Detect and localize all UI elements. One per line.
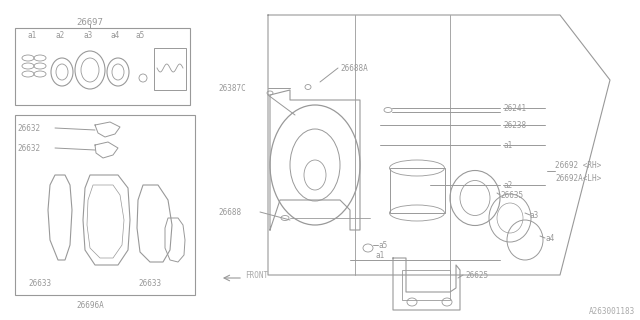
Text: 26632: 26632 [17, 143, 40, 153]
Text: a3: a3 [83, 30, 93, 39]
Text: 26633: 26633 [28, 278, 51, 287]
Text: 26692A<LH>: 26692A<LH> [555, 173, 601, 182]
Text: a1: a1 [503, 140, 512, 149]
Text: a1: a1 [28, 30, 36, 39]
Text: 26625: 26625 [465, 270, 488, 279]
Text: 26632: 26632 [17, 124, 40, 132]
Text: 26387C: 26387C [218, 84, 246, 92]
Text: a2: a2 [56, 30, 65, 39]
Text: 26635: 26635 [500, 190, 523, 199]
Text: a4: a4 [545, 234, 554, 243]
Text: 26238: 26238 [503, 121, 526, 130]
Text: 26241: 26241 [503, 103, 526, 113]
Bar [390, 168, 445, 213]
Text: 26692 <RH>: 26692 <RH> [555, 161, 601, 170]
Bar [402, 270, 450, 300]
Text: a1: a1 [375, 251, 384, 260]
Text: 26688: 26688 [218, 207, 241, 217]
Text: FRONT: FRONT [245, 270, 268, 279]
Text: a5: a5 [378, 241, 387, 250]
Text: 26633: 26633 [138, 278, 161, 287]
Text: a2: a2 [503, 180, 512, 189]
Bar [154, 48, 186, 90]
Text: 26688A: 26688A [340, 63, 368, 73]
Text: 26696A: 26696A [76, 300, 104, 309]
Text: a3: a3 [530, 211, 540, 220]
Bar [15, 28, 190, 105]
Text: A263001183: A263001183 [589, 308, 635, 316]
Text: a4: a4 [110, 30, 120, 39]
Bar [15, 115, 195, 295]
Text: a5: a5 [136, 30, 145, 39]
Text: 26697: 26697 [77, 18, 104, 27]
